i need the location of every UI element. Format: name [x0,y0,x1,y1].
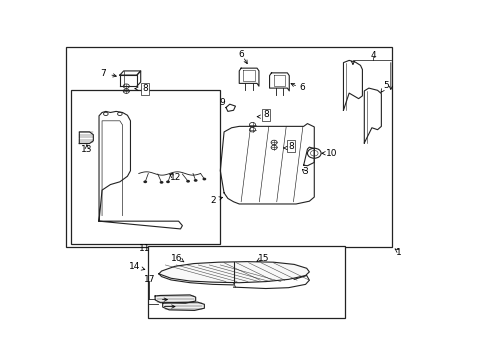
Text: 10: 10 [326,149,337,158]
Circle shape [143,180,147,183]
Text: 8: 8 [142,84,148,93]
Bar [70,90,220,244]
Text: 11: 11 [139,244,150,253]
Circle shape [166,180,169,183]
Polygon shape [155,295,195,303]
Text: 7: 7 [101,69,116,78]
Text: 4: 4 [369,51,375,60]
Polygon shape [159,262,309,283]
Circle shape [202,177,206,180]
Text: 1: 1 [395,248,401,257]
Text: 5: 5 [382,81,388,90]
Text: 16: 16 [171,254,182,263]
Polygon shape [163,302,204,310]
Text: 17: 17 [143,275,155,284]
Bar [65,48,391,247]
Text: 8: 8 [288,142,293,151]
Text: 14: 14 [128,262,140,271]
Circle shape [159,181,163,184]
Text: 9: 9 [219,98,224,107]
Text: 15: 15 [258,253,269,262]
Bar [148,246,345,318]
Text: 12: 12 [169,173,181,182]
Text: 8: 8 [263,110,268,119]
Circle shape [186,180,190,183]
Text: 6: 6 [299,83,305,92]
Circle shape [193,179,197,182]
Text: 13: 13 [81,145,92,154]
Text: 3: 3 [302,167,308,176]
Text: 6: 6 [238,50,244,59]
Text: 2: 2 [210,196,216,205]
